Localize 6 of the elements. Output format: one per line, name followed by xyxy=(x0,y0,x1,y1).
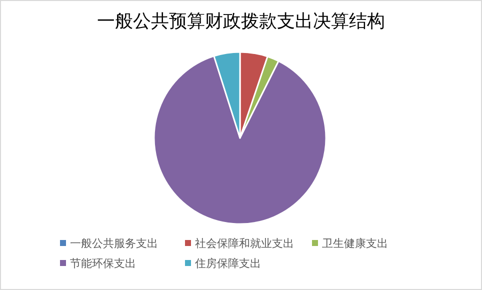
legend-label: 卫生健康支出 xyxy=(322,237,388,250)
legend-label: 一般公共服务支出 xyxy=(70,237,158,250)
legend-label: 住房保障支出 xyxy=(195,257,261,270)
chart-title: 一般公共预算财政拨款支出决算结构 xyxy=(97,11,385,31)
legend-label: 节能环保支出 xyxy=(70,257,136,270)
legend-label: 社会保障和就业支出 xyxy=(195,237,294,250)
